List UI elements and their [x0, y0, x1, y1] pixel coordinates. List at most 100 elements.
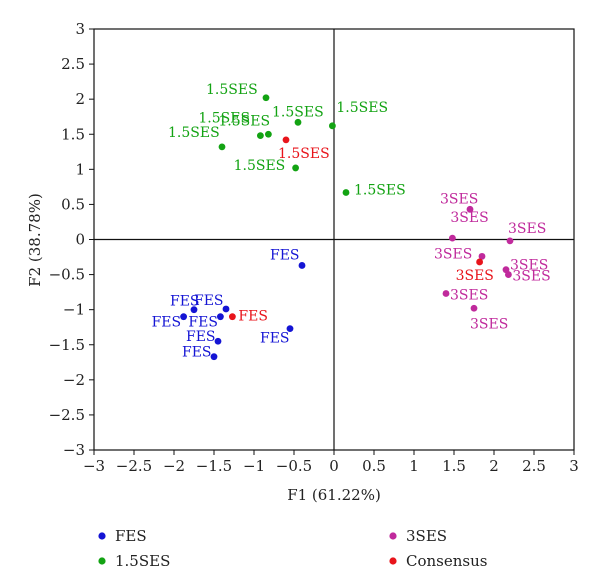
y-tick-label: −2.5: [49, 406, 85, 424]
point-label: 1.5SES: [198, 110, 250, 126]
data-point: 1.5SES: [342, 182, 406, 198]
data-point: 3SES: [506, 221, 546, 245]
y-tick-label: 2: [75, 90, 85, 108]
point-marker: [478, 252, 486, 260]
point-marker: [329, 122, 336, 130]
point-marker: [286, 325, 294, 333]
y-tick-label: −0.5: [49, 266, 85, 284]
point-label: 1.5SES: [218, 114, 270, 130]
point-marker: [294, 118, 302, 126]
legend-label: 1.5SES: [115, 552, 170, 570]
point-marker: [470, 304, 478, 312]
point-label: 3SES: [456, 268, 494, 284]
x-tick-label: 2.5: [522, 457, 546, 475]
data-point: 3SES: [470, 304, 508, 332]
data-point: 1.5SES: [168, 125, 226, 151]
legend-item: FES: [98, 527, 147, 545]
point-marker: [342, 189, 350, 196]
data-point: 3SES: [442, 288, 488, 304]
x-axis-label: F1 (61.22%): [287, 486, 381, 504]
point-label: 3SES: [440, 191, 478, 207]
x-tick-label: −1: [243, 457, 265, 475]
data-point: 3SES: [449, 210, 489, 242]
point-label: 1.5SES: [272, 104, 324, 120]
legend-item: 3SES: [389, 527, 447, 545]
point-marker: [222, 305, 230, 313]
point-label: 3SES: [510, 258, 548, 274]
data-point: FES: [188, 313, 224, 331]
axes: [94, 29, 574, 450]
point-label: FES: [188, 315, 218, 331]
point-label: FES: [260, 331, 290, 347]
point-marker: [265, 130, 272, 138]
y-tick-label: 1: [75, 160, 85, 178]
y-tick-label: 1.5: [61, 125, 85, 143]
legend-label: 3SES: [406, 527, 447, 545]
point-label: FES: [152, 315, 182, 331]
data-point: 1.5SES: [272, 104, 324, 126]
x-tick-label: 2: [489, 457, 499, 475]
point-marker: [262, 94, 270, 102]
data-point: 1.5SES: [218, 114, 270, 140]
data-point: 1.5SES: [198, 110, 272, 138]
data-point: FES: [170, 294, 200, 314]
legend-marker: [98, 532, 106, 540]
x-tick-label: −2: [163, 457, 185, 475]
point-label: 3SES: [508, 221, 546, 237]
data-point: 3SES: [434, 246, 486, 262]
point-label: FES: [270, 247, 300, 263]
y-tick-label: −2: [63, 371, 85, 389]
legend-item: 1.5SES: [98, 552, 170, 570]
legend-marker: [389, 557, 397, 565]
point-marker: [180, 313, 188, 321]
legend: FES 1.5SES 3SES Consensus: [98, 527, 487, 570]
x-tick-label: −3: [83, 457, 105, 475]
point-label: 3SES: [450, 210, 488, 226]
x-tick-label: 0.5: [362, 457, 386, 475]
data-point: 1.5SES: [278, 136, 330, 162]
data-point: FES: [186, 329, 222, 345]
point-label: 3SES: [434, 246, 472, 262]
point-marker: [476, 258, 483, 266]
point-marker: [257, 132, 264, 140]
x-tick-label: 3: [569, 457, 579, 475]
data-point: FES: [229, 309, 268, 325]
point-marker: [449, 234, 456, 242]
point-label: 1.5SES: [354, 182, 406, 198]
point-marker: [214, 337, 222, 345]
point-marker: [282, 136, 290, 144]
point-marker: [190, 306, 198, 314]
y-tick-label: 0.5: [61, 195, 85, 213]
point-label: FES: [186, 329, 216, 345]
point-label: 3SES: [512, 269, 550, 285]
x-tick-label: 0: [329, 457, 339, 475]
data-point: FES: [182, 345, 218, 361]
point-marker: [217, 313, 224, 321]
point-label: 1.5SES: [168, 125, 220, 141]
point-label: FES: [170, 294, 200, 310]
point-marker: [298, 262, 306, 269]
y-tick-label: 3: [75, 20, 85, 38]
y-tick-label: 0: [75, 231, 85, 249]
point-marker: [505, 271, 512, 278]
legend-label: Consensus: [406, 552, 487, 570]
x-tick-label: −2.5: [116, 457, 152, 475]
data-point: FES: [194, 293, 230, 313]
legend-label: FES: [115, 527, 147, 545]
legend-marker: [98, 557, 106, 565]
point-label: 1.5SES: [206, 82, 258, 98]
legend-marker: [389, 532, 397, 540]
point-label: 3SES: [470, 316, 508, 332]
point-marker: [218, 143, 226, 151]
data-point: 3SES: [440, 191, 478, 213]
point-marker: [210, 353, 218, 361]
x-tick-label: −0.5: [276, 457, 312, 475]
data-point: 3SES: [505, 269, 551, 285]
y-axis-label: F2 (38.78%): [26, 193, 44, 287]
point-label: FES: [194, 293, 224, 309]
point-marker: [506, 237, 514, 245]
data-point: 3SES: [456, 258, 494, 284]
point-marker: [292, 164, 299, 172]
